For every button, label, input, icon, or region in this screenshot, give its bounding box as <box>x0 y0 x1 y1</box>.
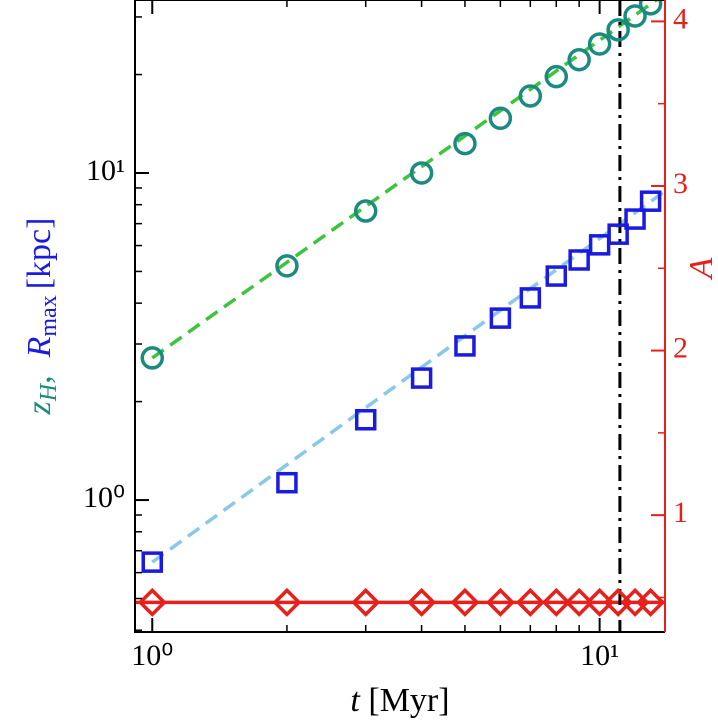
fit-line <box>151 0 660 360</box>
square-marker <box>607 223 629 245</box>
diamond-marker <box>450 587 480 617</box>
y2-tick-label: 2 <box>673 331 688 364</box>
circle-marker <box>453 131 477 156</box>
circle-marker <box>353 199 378 223</box>
fit-line <box>151 189 665 564</box>
square-marker <box>141 551 164 573</box>
circle-marker <box>140 346 165 370</box>
circle-marker <box>518 84 543 108</box>
diamond-marker <box>515 587 545 617</box>
axes-frame <box>134 0 665 633</box>
circle-marker <box>567 47 591 72</box>
square-marker <box>624 208 646 230</box>
y2-tick-label: 4 <box>673 2 688 35</box>
circle-marker <box>544 64 569 89</box>
diamond-marker <box>636 587 665 617</box>
square-marker <box>568 249 590 271</box>
circle-marker <box>275 254 299 278</box>
circle-marker <box>623 4 647 28</box>
y2-axis-label: A <box>683 257 718 280</box>
circle-marker <box>587 32 612 56</box>
y2-tick-label: 1 <box>673 496 688 529</box>
diamond-marker <box>541 587 571 617</box>
y-tick-label: 10⁰ <box>83 481 125 514</box>
x-tick-label: 10¹ <box>580 639 619 672</box>
y-tick-label: 10¹ <box>86 154 125 187</box>
square-marker <box>639 190 662 212</box>
circle-marker <box>606 18 630 42</box>
plot-area <box>135 0 665 632</box>
x-axis-label: t [Myr] <box>350 682 449 719</box>
x-tick-label: 10⁰ <box>131 639 173 672</box>
square-marker <box>454 335 476 357</box>
diamond-marker <box>407 587 437 617</box>
y-axis-label: zH,Rmax[kpc] <box>21 218 62 416</box>
circle-marker <box>488 106 513 131</box>
square-marker <box>354 409 377 431</box>
square-marker <box>519 287 542 309</box>
diamond-marker <box>485 587 515 617</box>
circle-marker <box>409 161 434 185</box>
diamond-marker <box>585 587 615 617</box>
square-marker <box>410 367 433 389</box>
circle-marker <box>638 0 663 16</box>
y2-tick-label: 3 <box>673 167 688 200</box>
diamond-marker <box>564 587 594 617</box>
diamond-marker <box>351 587 381 617</box>
square-marker <box>489 307 512 329</box>
square-marker <box>276 471 298 494</box>
diamond-marker <box>137 587 167 617</box>
diamond-marker <box>272 587 302 617</box>
square-marker <box>545 265 568 287</box>
